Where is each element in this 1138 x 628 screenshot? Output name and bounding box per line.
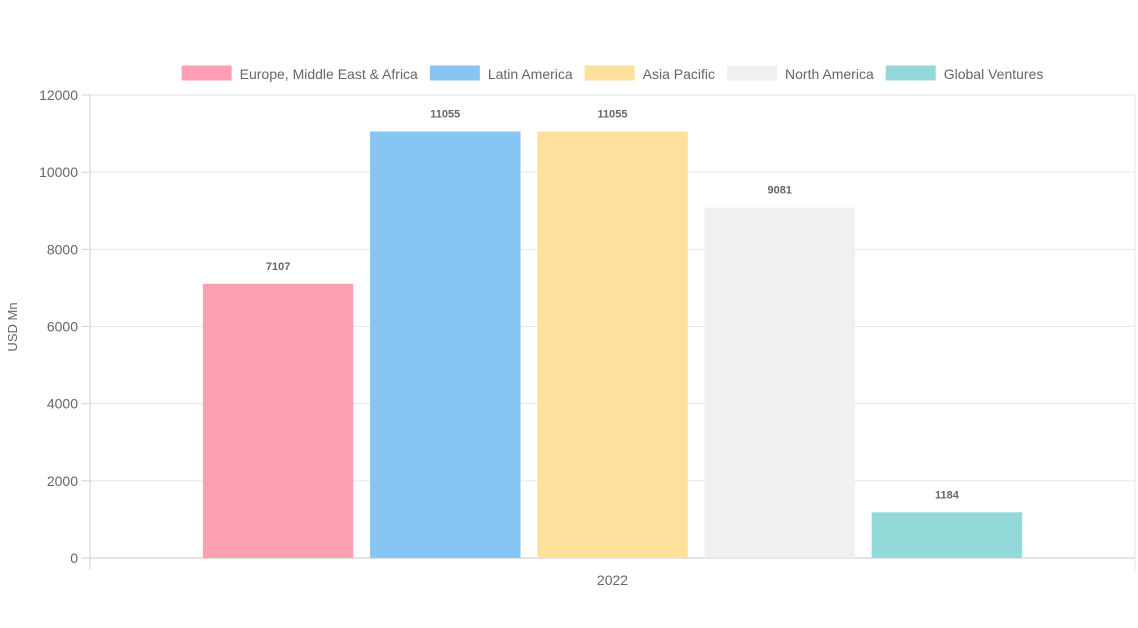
- y-tick-label: 2000: [47, 473, 78, 489]
- data-label: 11055: [430, 108, 460, 120]
- bar: [871, 512, 1023, 558]
- y-tick-label: 0: [70, 550, 78, 566]
- legend-label: Global Ventures: [944, 66, 1044, 82]
- legend-swatch: [584, 65, 635, 81]
- bar: [537, 131, 688, 558]
- y-tick-label: 8000: [47, 241, 78, 257]
- legend: Europe, Middle East & Africa Latin Americ…: [181, 65, 1044, 82]
- legend-swatch: [885, 65, 936, 81]
- legend-swatch: [181, 65, 232, 81]
- legend-swatch: [429, 65, 480, 81]
- data-label: 1184: [935, 489, 960, 501]
- data-label: 7107: [266, 261, 290, 273]
- legend-label: Asia Pacific: [643, 66, 715, 82]
- legend-label: North America: [785, 66, 874, 82]
- axes: 0 2000 4000 6000 8000 10000 12000 2022: [39, 87, 1136, 588]
- legend-item: Latin America: [429, 65, 573, 82]
- legend-item: Global Ventures: [885, 65, 1044, 82]
- y-tick-label: 4000: [47, 396, 78, 412]
- y-axis-title: USD Mn: [5, 302, 20, 351]
- x-tick-label: 2022: [597, 572, 628, 588]
- y-tick-label: 6000: [47, 319, 78, 335]
- y-tick-label: 10000: [39, 164, 78, 180]
- data-label: 11055: [598, 108, 628, 120]
- bar: [704, 207, 855, 558]
- legend-label: Europe, Middle East & Africa: [240, 66, 418, 82]
- legend-item: North America: [727, 65, 874, 82]
- legend-item: Asia Pacific: [584, 65, 715, 82]
- bars: [202, 131, 1023, 558]
- bar: [370, 131, 521, 558]
- bar: [202, 283, 354, 558]
- legend-label: Latin America: [488, 66, 573, 82]
- y-tick-label: 12000: [39, 87, 78, 103]
- data-labels: 7107 11055 11055 9081 1184: [266, 108, 960, 501]
- legend-item: Europe, Middle East & Africa: [181, 65, 418, 82]
- legend-swatch: [727, 65, 778, 81]
- data-label: 9081: [767, 185, 791, 197]
